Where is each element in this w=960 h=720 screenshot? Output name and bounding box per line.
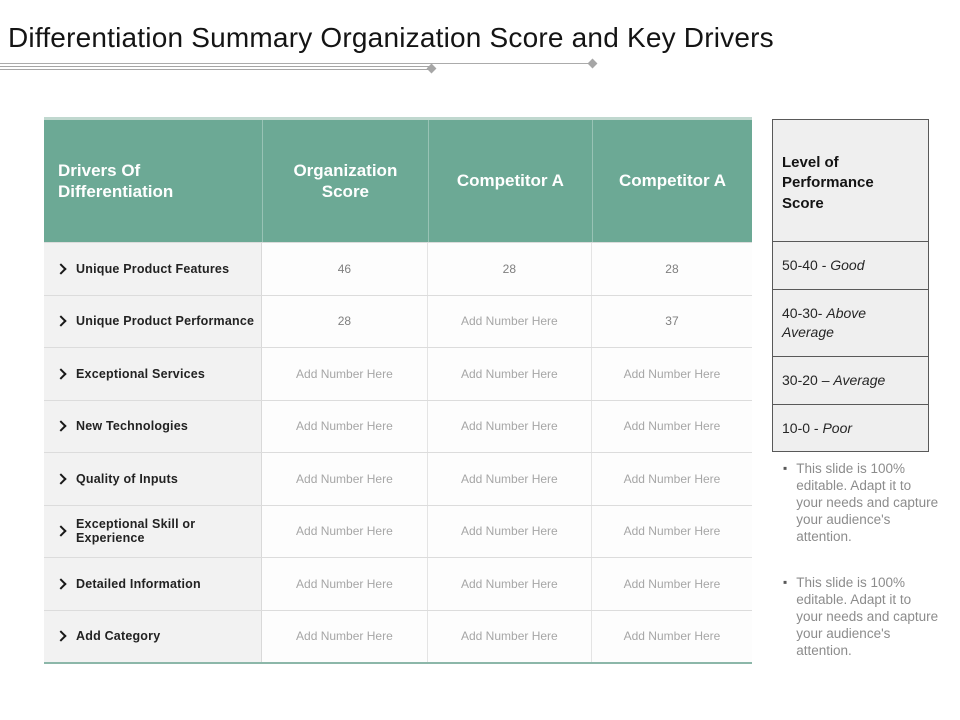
legend-label-text: Average <box>833 371 886 388</box>
row-label: Unique Product Features <box>44 243 263 295</box>
note-text: This slide is 100% editable. Adapt it to… <box>796 575 939 658</box>
table-header-row: Drivers Of Differentiation Organization … <box>44 120 752 242</box>
score-cell-placeholder[interactable]: Add Number Here <box>591 348 752 400</box>
score-cell-placeholder[interactable]: Add Number Here <box>262 453 428 505</box>
score-cell[interactable]: 28 <box>591 243 752 295</box>
legend-label-text: Above Average <box>782 304 867 340</box>
title-divider-double <box>0 63 437 74</box>
note-item: ▪ This slide is 100% editable. Adapt it … <box>783 460 939 545</box>
comparison-table: Drivers Of Differentiation Organization … <box>44 117 752 664</box>
arrowhead-right-icon <box>55 630 67 642</box>
score-cell-placeholder[interactable]: Add Number Here <box>427 505 592 557</box>
row-label-text: Exceptional Services <box>76 366 206 381</box>
legend-label-text: Good <box>830 257 865 273</box>
score-cell[interactable]: 46 <box>262 243 428 295</box>
score-cell-placeholder[interactable]: Add Number Here <box>427 348 592 400</box>
legend-row-average: 30-20 – Average <box>773 357 928 405</box>
arrowhead-right-icon <box>55 525 67 537</box>
row-label-text: Exceptional Skill or Experience <box>76 517 196 546</box>
column-header-drivers: Drivers Of Differentiation <box>58 160 174 201</box>
performance-legend: Level of Performance Score 50-40 - Good … <box>772 119 929 453</box>
score-cell[interactable]: 28 <box>427 243 592 295</box>
legend-label: Good <box>830 257 864 273</box>
legend-label: Poor <box>822 420 852 436</box>
arrowhead-right-icon <box>55 578 67 590</box>
column-header-organization-score: Organization Score <box>262 120 428 242</box>
score-cell-placeholder[interactable]: Add Number Here <box>591 505 752 557</box>
score-cell-placeholder[interactable]: Add Number Here <box>591 400 752 452</box>
row-label: Exceptional Services <box>44 348 263 400</box>
row-label-text: Detailed Information <box>76 576 201 591</box>
arrowhead-right-icon <box>55 473 67 485</box>
note-item: ▪ This slide is 100% editable. Adapt it … <box>783 574 939 659</box>
score-cell-placeholder[interactable]: Add Number Here <box>591 610 752 662</box>
column-header-competitor-a-2: Competitor A <box>591 120 752 242</box>
row-label: Detailed Information <box>44 558 263 610</box>
row-label: Add Category <box>44 610 263 662</box>
legend-range: 10-0 - <box>782 419 819 436</box>
column-header-competitor-a-1: Competitor A <box>427 120 592 242</box>
legend-range: 30-20 – <box>782 371 830 388</box>
legend-range: 40-30- <box>782 304 823 321</box>
row-label-text: New Technologies <box>76 419 189 434</box>
row-label: Exceptional Skill or Experience <box>44 505 263 557</box>
table-row: Exceptional Services Add Number Here Add… <box>44 347 752 400</box>
page-title: Differentiation Summary Organization Sco… <box>8 22 774 53</box>
row-label: New Technologies <box>44 400 263 452</box>
note-text: This slide is 100% editable. Adapt it to… <box>796 461 939 544</box>
table-row: Detailed Information Add Number Here Add… <box>44 557 752 610</box>
table-row: Quality of Inputs Add Number Here Add Nu… <box>44 452 752 505</box>
score-cell-placeholder[interactable]: Add Number Here <box>591 453 752 505</box>
score-cell-placeholder[interactable]: Add Number Here <box>427 558 592 610</box>
row-label-text: Quality of Inputs <box>76 471 179 486</box>
diamond-icon <box>426 63 437 74</box>
title-divider-thin <box>0 58 598 69</box>
score-cell-placeholder[interactable]: Add Number Here <box>262 505 428 557</box>
score-cell-placeholder[interactable]: Add Number Here <box>427 400 592 452</box>
score-cell-placeholder[interactable]: Add Number Here <box>262 558 428 610</box>
arrowhead-right-icon <box>55 263 67 275</box>
table-row: Unique Product Features 46 28 28 <box>44 242 752 295</box>
legend-row-poor: 10-0 - Poor <box>773 405 928 452</box>
legend-range: 50-40 - <box>782 257 827 273</box>
row-label: Unique Product Performance <box>44 295 263 347</box>
row-label-text: Unique Product Performance <box>76 314 255 329</box>
legend-row-good: 50-40 - Good <box>773 242 928 290</box>
arrowhead-right-icon <box>55 420 67 432</box>
table-row: Unique Product Performance 28 Add Number… <box>44 294 752 347</box>
table-row: New Technologies Add Number Here Add Num… <box>44 399 752 452</box>
legend-label: Above Average <box>782 305 866 340</box>
score-cell-placeholder[interactable]: Add Number Here <box>427 453 592 505</box>
square-bullet-icon: ▪ <box>783 461 788 475</box>
table-row: Add Category Add Number Here Add Number … <box>44 609 752 662</box>
score-cell[interactable]: 37 <box>591 295 752 347</box>
row-label-text: Unique Product Features <box>76 261 230 276</box>
score-cell-placeholder[interactable]: Add Number Here <box>427 610 592 662</box>
legend-label-text: Poor <box>822 419 853 436</box>
score-cell-placeholder[interactable]: Add Number Here <box>427 295 592 347</box>
score-cell-placeholder[interactable]: Add Number Here <box>591 558 752 610</box>
score-cell[interactable]: 28 <box>262 295 428 347</box>
square-bullet-icon: ▪ <box>783 575 788 589</box>
row-label-text: Add Category <box>76 629 161 644</box>
legend-title: Level of Performance Score <box>773 120 928 242</box>
score-cell-placeholder[interactable]: Add Number Here <box>262 400 428 452</box>
editable-notes: ▪ This slide is 100% editable. Adapt it … <box>783 460 939 688</box>
arrowhead-right-icon <box>55 368 67 380</box>
table-row: Exceptional Skill or Experience Add Numb… <box>44 504 752 557</box>
score-cell-placeholder[interactable]: Add Number Here <box>262 348 428 400</box>
row-label: Quality of Inputs <box>44 453 263 505</box>
legend-label: Average <box>833 372 885 388</box>
legend-row-above-average: 40-30- Above Average <box>773 290 928 357</box>
arrowhead-right-icon <box>55 315 67 327</box>
diamond-icon <box>587 58 598 69</box>
score-cell-placeholder[interactable]: Add Number Here <box>262 610 428 662</box>
